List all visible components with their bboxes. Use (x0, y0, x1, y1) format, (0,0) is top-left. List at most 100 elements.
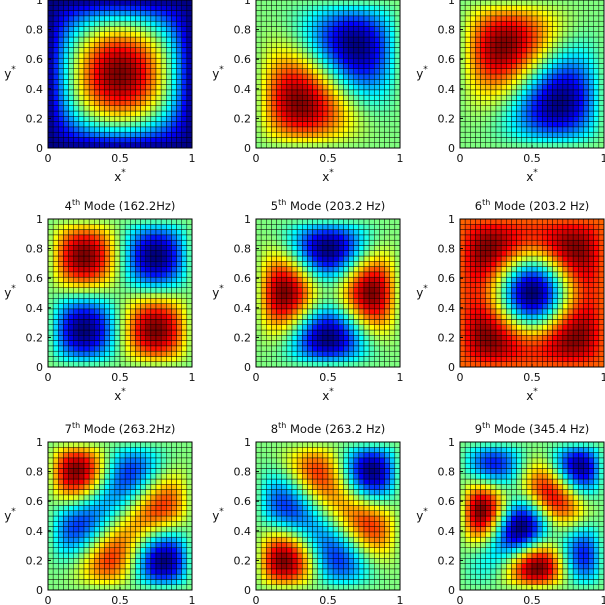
heatmap-cell (526, 340, 533, 347)
heatmap-cell (186, 218, 193, 225)
heatmap-cell (470, 15, 476, 22)
heatmap-cell (490, 110, 497, 117)
heatmap-cell (394, 229, 401, 236)
heatmap-cell (63, 89, 69, 96)
heatmap-cell (171, 42, 177, 48)
heatmap-cell (276, 79, 282, 85)
heatmap-cell (104, 319, 110, 325)
heatmap-cell (322, 276, 329, 283)
heatmap-cell (88, 303, 95, 310)
heatmap-cell (119, 47, 126, 54)
heatmap-cell (322, 15, 329, 22)
heatmap-cell (358, 239, 365, 246)
heatmap-cell (68, 42, 74, 48)
y-tick-label: 1 (36, 0, 43, 7)
heatmap-cell (495, 31, 502, 38)
heatmap-cell (389, 131, 396, 138)
heatmap-cell (88, 292, 95, 299)
heatmap-cell (63, 266, 69, 273)
heatmap-cell (119, 105, 126, 112)
heatmap-cell (160, 563, 167, 570)
heatmap-cell (368, 68, 375, 75)
heatmap-cell (338, 282, 344, 288)
heatmap-cell (260, 47, 267, 54)
heatmap-cell (475, 239, 481, 246)
heatmap-cell (52, 261, 59, 267)
heatmap-cell (500, 218, 507, 225)
heatmap-cell (47, 110, 54, 117)
heatmap-cell (348, 292, 354, 299)
heatmap-cell (379, 5, 385, 11)
heatmap-cell (475, 10, 481, 17)
heatmap-cell (145, 84, 152, 91)
heatmap-cell (526, 261, 533, 267)
heatmap-cell (536, 5, 543, 11)
heatmap-cell (186, 298, 193, 304)
heatmap-cell (78, 563, 85, 570)
heatmap-cell (464, 73, 471, 80)
heatmap-cell (302, 282, 308, 288)
heatmap-cell (521, 335, 528, 341)
heatmap-cell (58, 345, 64, 352)
heatmap-cell (384, 261, 390, 267)
heatmap-cell (307, 15, 313, 22)
heatmap-cell (338, 105, 344, 112)
heatmap-cell (109, 73, 116, 80)
heatmap-cell (332, 282, 339, 288)
heatmap-cell (459, 224, 466, 230)
heatmap-cell (266, 84, 272, 91)
heatmap-cell (124, 218, 131, 225)
heatmap-cell (475, 47, 481, 54)
heatmap-cell (47, 292, 54, 299)
heatmap-cell (186, 573, 193, 580)
heatmap-cell (598, 94, 605, 101)
heatmap-cell (363, 57, 370, 64)
heatmap-cell (266, 345, 272, 352)
heatmap-cell (542, 313, 548, 320)
heatmap-cell (348, 234, 354, 241)
heatmap-cell (526, 298, 533, 304)
heatmap-cell (374, 57, 380, 64)
heatmap-cell (130, 340, 136, 347)
heatmap-cell (307, 26, 313, 32)
heatmap-cell (511, 319, 517, 325)
heatmap-cell (480, 271, 486, 278)
heatmap-cell (363, 15, 370, 22)
heatmap-cell (588, 218, 594, 225)
heatmap-cell (171, 57, 177, 64)
heatmap-cell (480, 57, 486, 64)
heatmap-cell (379, 116, 385, 122)
heatmap-cell (363, 255, 370, 262)
heatmap-cell (114, 121, 121, 128)
heatmap-cell (296, 271, 303, 278)
heatmap-cell (47, 26, 54, 32)
heatmap-cell (307, 94, 313, 101)
heatmap-cell (68, 110, 74, 117)
heatmap-cell (94, 52, 100, 59)
heatmap-cell (500, 350, 507, 357)
heatmap-cell (255, 15, 262, 22)
heatmap-cell (338, 36, 344, 43)
heatmap-cell (302, 298, 308, 304)
heatmap-cell (593, 292, 600, 299)
heatmap-cell (114, 42, 121, 48)
heatmap-cell (475, 26, 481, 32)
heatmap-cell (389, 142, 396, 149)
heatmap-cell (557, 137, 564, 143)
heatmap-cell (160, 63, 167, 69)
heatmap-cell (83, 579, 90, 585)
heatmap-cell (150, 73, 157, 80)
heatmap-cell (296, 121, 303, 128)
heatmap-cell (296, 250, 303, 257)
heatmap-cell (353, 340, 360, 347)
heatmap-cell (47, 126, 54, 133)
heatmap-cell (578, 84, 584, 91)
heatmap-cell (547, 121, 553, 128)
heatmap-cell (317, 324, 324, 331)
heatmap-cell (271, 250, 277, 257)
heatmap-cell (578, 26, 584, 32)
heatmap-cell (281, 308, 288, 315)
heatmap-cell (276, 287, 282, 294)
heatmap-cell (475, 340, 481, 347)
heatmap-cell (150, 126, 157, 133)
